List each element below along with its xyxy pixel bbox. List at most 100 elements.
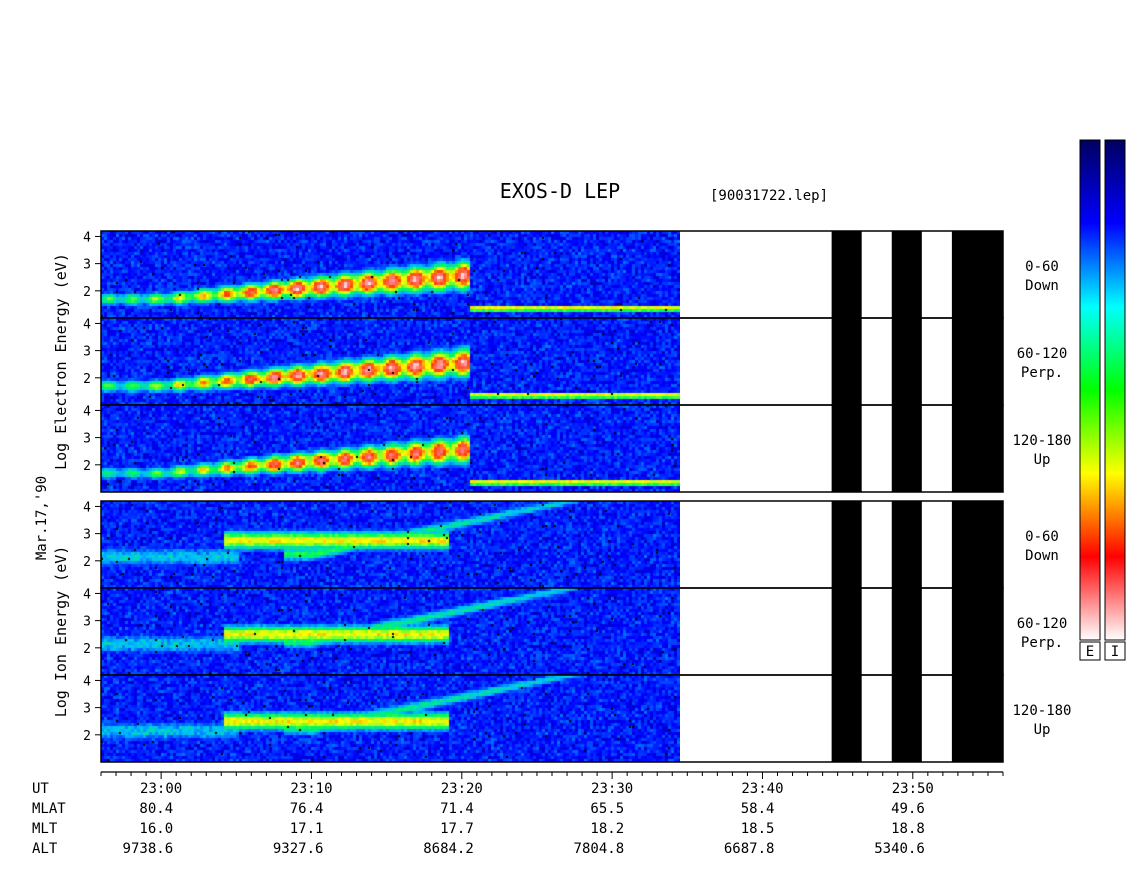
chart-title: EXOS-D LEP bbox=[500, 179, 620, 203]
y-tick-label: 3 bbox=[83, 258, 91, 273]
data-gap-block bbox=[831, 318, 862, 405]
ephemeris-value: 23:10 bbox=[290, 781, 332, 797]
y-tick-label: 3 bbox=[83, 702, 91, 717]
ephemeris-value: 23:20 bbox=[441, 781, 483, 797]
file-label: [90031722.lep] bbox=[710, 188, 828, 204]
y-axis-label-electron: Log Electron Energy (eV) bbox=[52, 253, 70, 470]
y-tick-label: 3 bbox=[83, 615, 91, 630]
panel-direction-label: Down bbox=[1025, 548, 1059, 564]
panel-pitch-label: 0-60 bbox=[1025, 529, 1059, 545]
data-gap-block bbox=[891, 318, 922, 405]
ephemeris-value: 23:30 bbox=[591, 781, 633, 797]
y-tick-label: 4 bbox=[83, 674, 91, 689]
ephemeris-value: 65.5 bbox=[590, 801, 624, 817]
ephemeris-value: 80.4 bbox=[139, 801, 173, 817]
panel-direction-label: Perp. bbox=[1021, 635, 1063, 651]
ephemeris-value: 49.6 bbox=[891, 801, 925, 817]
ephemeris-row-label: MLAT bbox=[32, 801, 66, 817]
ephemeris-row-label: UT bbox=[32, 781, 49, 797]
y-axis-label-ion: Log Ion Energy (eV) bbox=[52, 546, 70, 718]
ephemeris-value: 23:00 bbox=[140, 781, 182, 797]
panel-direction-label: Up bbox=[1034, 722, 1051, 738]
data-gap-block bbox=[951, 405, 1003, 492]
spectrogram-image bbox=[101, 588, 680, 675]
ephemeris-value: 17.7 bbox=[440, 821, 474, 837]
data-gap-block bbox=[951, 501, 1003, 588]
colorbar-label-box bbox=[1079, 641, 1101, 661]
data-gap-block bbox=[891, 501, 922, 588]
colorbar-label-box bbox=[1104, 641, 1126, 661]
ephemeris-value: 58.4 bbox=[741, 801, 775, 817]
ephemeris-value: 18.2 bbox=[590, 821, 624, 837]
colorbar-I bbox=[1104, 139, 1126, 641]
ephemeris-table: UT 23:00 23:10 23:20 23:30 23:40 23:50 MLAT 80.4… bbox=[32, 781, 934, 857]
spectrogram-panels: 2 3 4 0-60 Down 2 3 4 60-120 Perp. 2 3 4 120-180 Up Log… bbox=[52, 230, 1072, 763]
ephemeris-row-label: MLT bbox=[32, 821, 58, 837]
panel-direction-label: Perp. bbox=[1021, 365, 1063, 381]
data-gap-block bbox=[951, 318, 1003, 405]
spectrogram-image bbox=[101, 675, 680, 762]
panel-frame bbox=[100, 404, 1004, 493]
data-gap-block bbox=[831, 675, 862, 762]
data-gap-block bbox=[951, 588, 1003, 675]
y-tick-label: 4 bbox=[83, 500, 91, 515]
y-tick-label: 3 bbox=[83, 345, 91, 360]
data-gap-block bbox=[831, 405, 862, 492]
panel-pitch-label: 60-120 bbox=[1017, 346, 1068, 362]
y-tick-label: 2 bbox=[83, 285, 91, 300]
data-gap-block bbox=[891, 675, 922, 762]
panel-ion-60-120: 2 3 4 60-120 Perp. bbox=[83, 587, 1067, 676]
ephemeris-value: 16.0 bbox=[139, 821, 173, 837]
panel-direction-label: Up bbox=[1034, 452, 1051, 468]
colorbar-E bbox=[1079, 139, 1101, 641]
panel-pitch-label: 120-180 bbox=[1012, 433, 1071, 449]
colorbar-label: E bbox=[1086, 644, 1094, 660]
ephemeris-value: 17.1 bbox=[290, 821, 324, 837]
data-gap-block bbox=[831, 231, 862, 318]
ephemeris-value: 18.8 bbox=[891, 821, 925, 837]
group-electron: 2 3 4 0-60 Down 2 3 4 60-120 Perp. 2 3 4 120-180 Up Log… bbox=[52, 230, 1072, 493]
data-gap-block bbox=[891, 405, 922, 492]
ephemeris-value: 23:50 bbox=[892, 781, 934, 797]
y-tick-label: 2 bbox=[83, 555, 91, 570]
ephemeris-row-label: ALT bbox=[32, 841, 58, 857]
ephemeris-value: 23:40 bbox=[741, 781, 783, 797]
ephemeris-value: 9327.6 bbox=[273, 841, 324, 857]
y-tick-label: 4 bbox=[83, 404, 91, 419]
panel-ion-0-60: 2 3 4 0-60 Down bbox=[83, 500, 1059, 589]
y-tick-label: 3 bbox=[83, 432, 91, 447]
group-ion: 2 3 4 0-60 Down 2 3 4 60-120 Perp. 2 3 4 120-180 Up Log… bbox=[52, 500, 1072, 763]
ephemeris-value: 18.5 bbox=[741, 821, 775, 837]
spectrogram-image bbox=[101, 501, 680, 588]
date-label: Mar.17,'90 bbox=[34, 476, 50, 560]
ephemeris-value: 71.4 bbox=[440, 801, 474, 817]
time-axis bbox=[100, 771, 1004, 779]
y-tick-label: 4 bbox=[83, 317, 91, 332]
spectrogram-image bbox=[101, 231, 680, 318]
ephemeris-value: 8684.2 bbox=[423, 841, 474, 857]
spectrogram-image bbox=[101, 318, 680, 405]
panel-pitch-label: 120-180 bbox=[1012, 703, 1071, 719]
y-tick-label: 2 bbox=[83, 459, 91, 474]
ephemeris-value: 7804.8 bbox=[574, 841, 625, 857]
y-tick-label: 2 bbox=[83, 642, 91, 657]
panel-direction-label: Down bbox=[1025, 278, 1059, 294]
panel-electron-60-120: 2 3 4 60-120 Perp. bbox=[83, 317, 1068, 406]
y-tick-label: 4 bbox=[83, 587, 91, 602]
panel-electron-0-60: 2 3 4 0-60 Down bbox=[83, 230, 1059, 319]
panel-frame bbox=[100, 674, 1004, 763]
data-gap-block bbox=[891, 588, 922, 675]
data-gap-block bbox=[951, 675, 1003, 762]
data-gap-block bbox=[831, 501, 862, 588]
spectrogram-image bbox=[101, 405, 680, 492]
y-tick-label: 3 bbox=[83, 528, 91, 543]
data-gap-block bbox=[891, 231, 922, 318]
y-tick-label: 2 bbox=[83, 372, 91, 387]
y-tick-label: 4 bbox=[83, 230, 91, 245]
ephemeris-value: 9738.6 bbox=[123, 841, 174, 857]
colorbar-label: I bbox=[1111, 644, 1119, 660]
ephemeris-value: 5340.6 bbox=[874, 841, 925, 857]
